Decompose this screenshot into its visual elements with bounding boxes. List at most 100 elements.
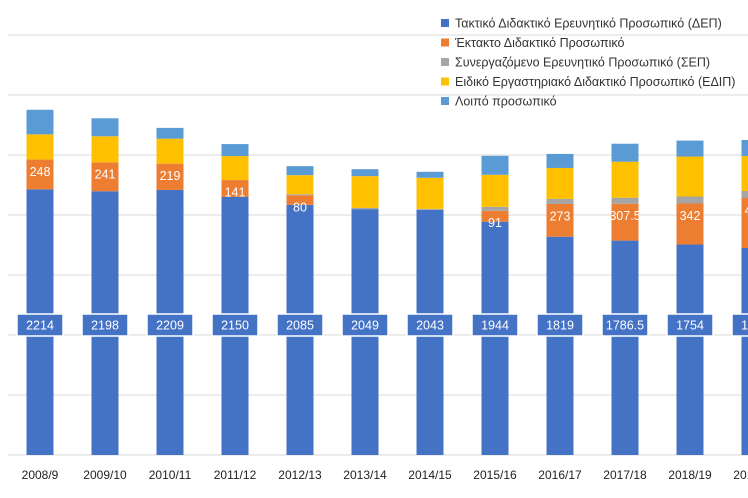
label-box bbox=[471, 313, 519, 337]
bar-segment bbox=[351, 169, 379, 177]
bar-segment bbox=[676, 203, 704, 245]
data-label: 417 bbox=[745, 203, 748, 217]
x-tick-label: 2016/17 bbox=[538, 468, 582, 482]
bar-segment bbox=[546, 153, 574, 168]
x-tick-label: 2011/12 bbox=[214, 468, 257, 482]
legend-label: Τακτικό Διδακτικό Ερευνητικό Προσωπικό (… bbox=[455, 16, 722, 30]
bar-segment bbox=[221, 180, 249, 197]
legend-swatch bbox=[441, 97, 449, 105]
label-box bbox=[276, 313, 324, 337]
data-label: 1944 bbox=[481, 318, 509, 332]
bar-segment bbox=[676, 244, 704, 455]
label-box bbox=[146, 313, 194, 337]
data-label: 1725 bbox=[741, 318, 748, 332]
bar-segment bbox=[156, 163, 184, 190]
bar-segment bbox=[741, 191, 748, 198]
data-label: 2150 bbox=[221, 318, 249, 332]
bar-segment bbox=[481, 206, 509, 211]
bar-segment bbox=[91, 136, 119, 163]
label-box bbox=[406, 313, 454, 337]
bar-segment bbox=[156, 127, 184, 139]
bar-segment bbox=[91, 118, 119, 137]
data-label: 1786.5 bbox=[606, 318, 644, 332]
bar-segment bbox=[481, 221, 509, 455]
data-label: 273 bbox=[550, 209, 571, 223]
x-tick-label: 2008/9 bbox=[22, 468, 59, 482]
x-tick-label: 2019/20 bbox=[733, 468, 748, 482]
bar-segment bbox=[91, 162, 119, 192]
legend-label: Λοιπό προσωπικό bbox=[455, 94, 557, 108]
label-box bbox=[81, 313, 129, 337]
data-label: 2085 bbox=[286, 318, 314, 332]
bar-segment bbox=[611, 240, 639, 455]
bar-segment bbox=[611, 203, 639, 241]
bar-segment bbox=[741, 197, 748, 248]
bar-segment bbox=[546, 167, 574, 199]
data-label: 1754 bbox=[676, 318, 704, 332]
labels: 2008/9 2214 248 2009/10 2198 241 2010/11 2209 21… bbox=[16, 165, 748, 482]
bar-segment bbox=[676, 156, 704, 197]
data-label: 2198 bbox=[91, 318, 119, 332]
bar-segment bbox=[546, 203, 574, 237]
bar-segment bbox=[741, 155, 748, 191]
bars bbox=[26, 109, 748, 456]
data-label: 2214 bbox=[26, 318, 54, 332]
data-label: 342 bbox=[680, 209, 701, 223]
bar-segment bbox=[26, 159, 54, 190]
x-tick-label: 2012/13 bbox=[278, 468, 322, 482]
bar-segment bbox=[676, 140, 704, 157]
label-box bbox=[601, 313, 649, 337]
x-tick-label: 2010/11 bbox=[149, 468, 192, 482]
bar-segment bbox=[611, 197, 639, 204]
bar-segment bbox=[286, 175, 314, 195]
label-box bbox=[211, 313, 259, 337]
bar-segment bbox=[676, 196, 704, 204]
label-box bbox=[16, 313, 64, 337]
data-label: 219 bbox=[160, 169, 181, 183]
bar-segment bbox=[286, 166, 314, 176]
legend-swatch bbox=[441, 77, 449, 86]
bar-segment bbox=[416, 177, 444, 209]
label-box bbox=[731, 313, 748, 337]
label-box bbox=[666, 313, 714, 337]
label-box bbox=[341, 313, 389, 337]
bar-segment bbox=[351, 207, 379, 210]
data-label: 307.5 bbox=[609, 209, 640, 223]
legend-label: Ειδικό Εργαστηριακό Διδακτικό Προσωπικό … bbox=[455, 75, 735, 89]
x-tick-label: 2017/18 bbox=[603, 468, 647, 482]
bar-segment bbox=[741, 140, 748, 156]
legend-label: Συνεργαζόμενο Ερευνητικό Προσωπικό (ΣΕΠ) bbox=[455, 55, 710, 69]
x-tick-label: 2014/15 bbox=[408, 468, 452, 482]
bar-segment bbox=[481, 210, 509, 222]
bar-segment bbox=[221, 144, 249, 157]
data-label: 80 bbox=[293, 200, 307, 214]
x-tick-label: 2009/10 bbox=[83, 468, 127, 482]
legend-swatch bbox=[441, 58, 449, 66]
data-label: 241 bbox=[95, 168, 116, 182]
bar-segment bbox=[351, 176, 379, 208]
data-label: 1819 bbox=[546, 318, 574, 332]
label-box bbox=[536, 313, 584, 337]
data-label: 91 bbox=[488, 216, 502, 230]
bar-segment bbox=[416, 171, 444, 178]
bar-segment bbox=[26, 109, 54, 135]
bar-segment bbox=[546, 198, 574, 204]
data-label: 248 bbox=[30, 165, 51, 179]
bar-segment bbox=[221, 156, 249, 181]
bar-segment bbox=[611, 161, 639, 198]
bar-segment bbox=[481, 174, 509, 207]
bar-segment bbox=[481, 155, 509, 175]
x-tick-label: 2013/14 bbox=[343, 468, 387, 482]
data-label: 2049 bbox=[351, 318, 379, 332]
legend-swatch bbox=[441, 38, 449, 47]
bar-segment bbox=[286, 195, 314, 205]
bar-segment bbox=[156, 138, 184, 164]
data-label: 2043 bbox=[416, 318, 444, 332]
bar-segment bbox=[286, 194, 314, 196]
bar-segment bbox=[416, 208, 444, 210]
bar-segment bbox=[741, 248, 748, 455]
legend-swatch bbox=[441, 19, 449, 27]
x-tick-label: 2018/19 bbox=[668, 468, 712, 482]
